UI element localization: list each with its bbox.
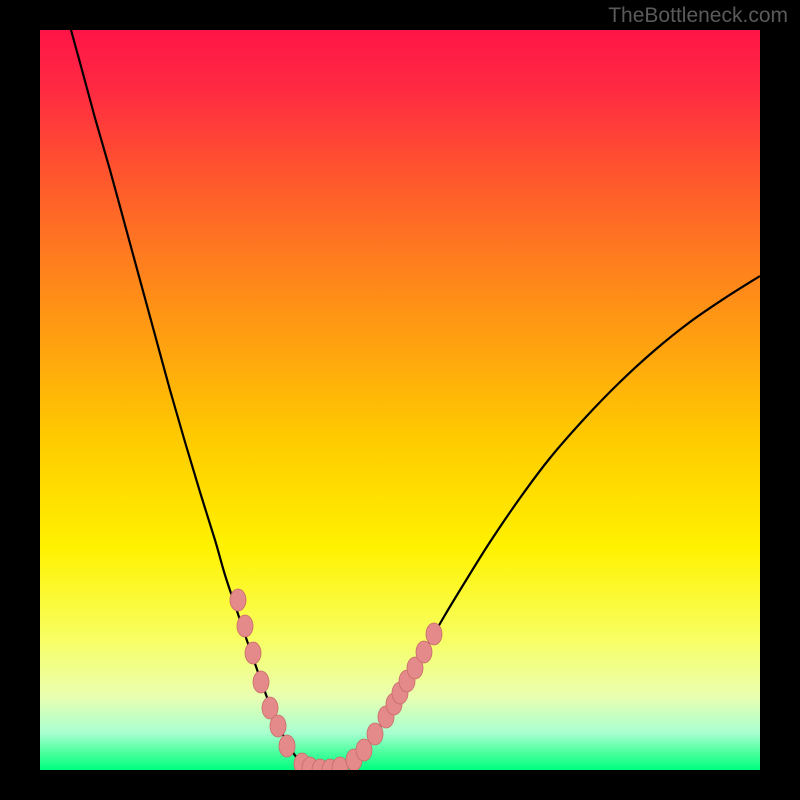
watermark-text: TheBottleneck.com bbox=[608, 4, 788, 28]
curve-marker bbox=[253, 671, 269, 693]
curve-marker bbox=[237, 615, 253, 637]
curve-marker bbox=[367, 723, 383, 745]
curve-marker bbox=[332, 757, 348, 770]
plot-area bbox=[40, 30, 760, 770]
curve-marker bbox=[416, 641, 432, 663]
curve-marker bbox=[245, 642, 261, 664]
curve-marker bbox=[270, 715, 286, 737]
curve-markers bbox=[230, 589, 442, 770]
chart-curve-layer bbox=[40, 30, 760, 770]
curve-marker bbox=[230, 589, 246, 611]
curve-marker bbox=[426, 623, 442, 645]
curve-marker bbox=[279, 735, 295, 757]
